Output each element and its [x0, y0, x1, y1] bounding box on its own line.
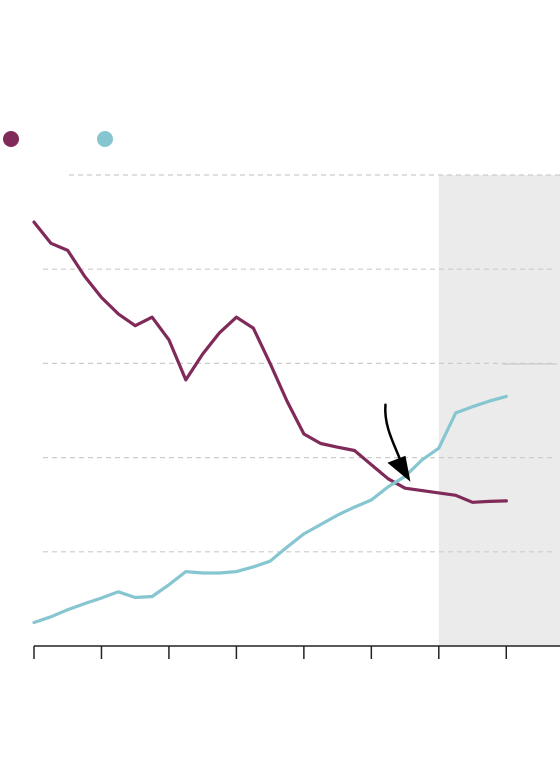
x-axis-ticks	[33, 646, 508, 659]
series-line-b	[32, 394, 508, 625]
legend-marker-series-b	[97, 131, 113, 147]
forecast-shaded-region	[438, 175, 560, 646]
annotation-arrow-head	[387, 455, 411, 482]
gridlines	[43, 268, 555, 553]
crossover-annotation	[384, 403, 411, 482]
legend-marker-series-a	[3, 131, 19, 147]
series-line-a	[32, 220, 508, 504]
series-lines	[32, 220, 508, 625]
